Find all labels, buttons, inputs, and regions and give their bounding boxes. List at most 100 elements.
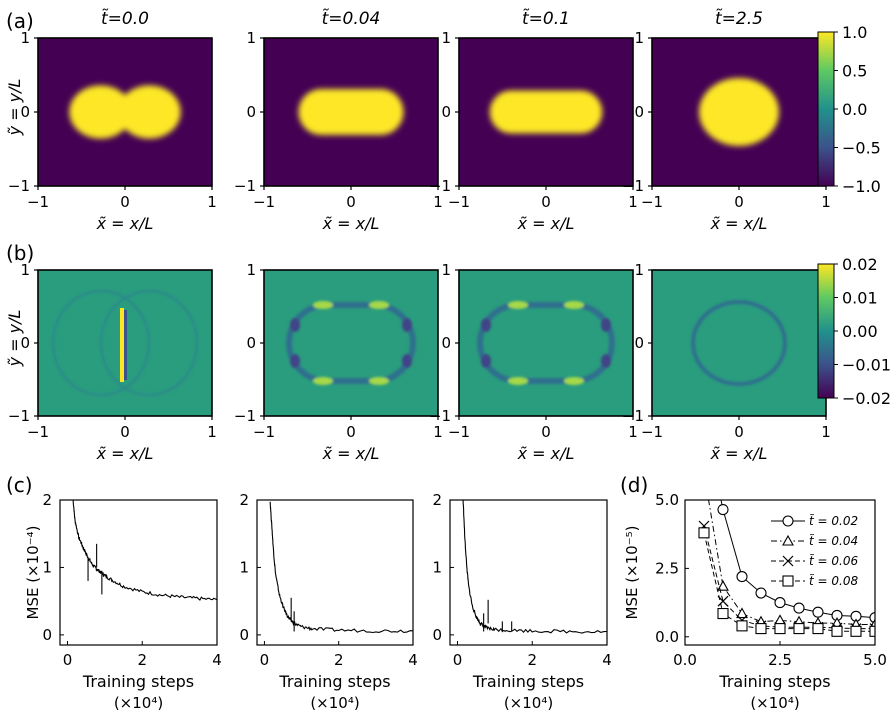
x-axis-label: x̃ = x/L: [710, 444, 768, 463]
colorbar-a: [817, 31, 835, 187]
panel-c: 0 2 4 2 1 0 Training steps (×10⁴) 0 2 4 2 1 0 Training…: [24, 491, 612, 712]
heatmap-field: [298, 89, 404, 135]
y-tick-label: 1: [20, 29, 30, 47]
mse-line: [269, 501, 414, 634]
colorbar-tick-label: −0.01: [842, 356, 891, 375]
x-tick-label: 2: [137, 651, 147, 669]
error-contour: [477, 302, 615, 384]
x-tick-label: 1: [433, 193, 443, 211]
colorbar-tick-label: −1.0: [842, 177, 881, 196]
y-tick-label: 0: [239, 626, 249, 644]
x-axis-unit: (×10⁴): [310, 694, 359, 712]
marker-triangle: [736, 607, 748, 619]
x-tick-label: 2: [334, 651, 344, 669]
legend-label: t̃ = 0.06: [809, 554, 858, 568]
error-ring: [51, 289, 151, 397]
x-tick-label: 0: [734, 423, 744, 441]
colorbar-tick-label: 0.02: [842, 255, 878, 274]
error-hotspot: [369, 301, 389, 309]
phase-capsule: [298, 89, 404, 135]
error-hotspot: [313, 377, 333, 385]
marker-square: [755, 623, 767, 635]
x-tick-label: 1: [628, 193, 638, 211]
x-tick-label: 0: [120, 193, 130, 211]
legend-label: t̃ = 0.08: [809, 574, 858, 588]
series-line: [720, 500, 875, 619]
row-label-c: (c): [6, 473, 33, 497]
marker-square: [850, 625, 862, 637]
x-tick-label: 1: [433, 423, 443, 441]
colorbar-tick-label: 0.01: [842, 289, 878, 308]
colorbar-tick-label: 0.0: [842, 100, 867, 119]
x-axis-label: Training steps: [718, 672, 830, 691]
series-line: [703, 532, 875, 632]
x-tick-label: 1: [821, 423, 831, 441]
x-tick-label: −1: [253, 193, 275, 211]
marker-circle: [782, 515, 794, 527]
error-features: [286, 301, 416, 385]
y-tick-label: 1: [441, 29, 451, 47]
y-tick-label: 0: [20, 103, 30, 121]
y-tick-label: −1: [8, 177, 30, 195]
marker-square: [736, 620, 748, 632]
x-tick-label: 0.0: [673, 651, 697, 669]
marker-circle: [736, 571, 748, 583]
y-tick-label: 0: [246, 334, 256, 352]
x-axis-label: Training steps: [82, 672, 194, 691]
x-tick-label: −1: [448, 193, 470, 211]
panel-a: t̃=0.0 −1 0 1 1 0 −1 x̃ = x/L ỹ = y/L t̃=0.04 −1 0 1…: [5, 8, 881, 233]
error-coldspot: [290, 318, 300, 332]
marker-circle: [717, 504, 729, 516]
error-background: [459, 270, 633, 416]
row-label-d: (d): [620, 473, 648, 497]
x-tick-label: 1: [628, 423, 638, 441]
colorbar-tick-label: 0.00: [842, 322, 878, 341]
marker-x: [782, 555, 794, 567]
y-tick-label: 0: [634, 334, 644, 352]
legend-label: t̃ = 0.04: [809, 534, 858, 548]
x-tick-label: −1: [641, 193, 663, 211]
marker-square: [831, 625, 843, 637]
y-tick-label: 0: [634, 103, 644, 121]
error-coldspot: [402, 354, 412, 368]
x-axis-label: x̃ = x/L: [710, 214, 768, 233]
heatmap-field: [69, 85, 181, 139]
panel-d: 0.0 2.5 5.0 5.0 2.5 0.0 Training steps (×10⁴) MS…: [623, 491, 887, 712]
y-axis-label: ỹ = y/L: [5, 79, 24, 137]
error-ring: [691, 300, 787, 386]
row-label-a: (a): [6, 9, 34, 33]
legend: t̃ = 0.02 t̃ = 0.04 t̃ = 0.06 t̃ = 0.08: [771, 514, 858, 588]
y-tick-label: −1: [8, 407, 30, 425]
marker-triangle: [717, 580, 729, 591]
colorbar-tick-label: −0.02: [842, 389, 891, 408]
x-axis-label: Training steps: [472, 672, 584, 691]
y-tick-label: 0: [20, 334, 30, 352]
marker-circle: [812, 606, 824, 618]
plot-frame: [449, 499, 608, 646]
x-tick-label: 1: [207, 193, 217, 211]
mse-line: [72, 499, 218, 601]
y-axis-label: MSE (×10⁻⁵): [623, 526, 641, 620]
plot-frame: [256, 499, 414, 646]
y-tick-label: −1: [622, 407, 644, 425]
x-tick-label: 1: [821, 193, 831, 211]
row-label-b: (b): [6, 241, 34, 265]
y-tick-label: 0: [441, 334, 451, 352]
colorbar-tick-label: −0.5: [842, 139, 881, 158]
y-tick-label: 1: [42, 558, 52, 576]
marker-square: [698, 527, 710, 539]
heatmap-title: t̃=0.04: [322, 8, 381, 29]
panel-b: −1 0 1 1 0 −1 x̃ = x/L ỹ = y/L −1 0 1 1 0 −1 x̃ = x/L −…: [5, 255, 891, 463]
error-coldspot: [481, 318, 491, 332]
marker-x: [717, 595, 729, 607]
mse-line: [462, 499, 608, 634]
error-hotspot: [508, 301, 528, 309]
heatmap-title: t̃=2.5: [715, 8, 763, 29]
error-hotspot: [313, 301, 333, 309]
series-line: [708, 500, 875, 625]
y-tick-label: 0: [441, 103, 451, 121]
y-tick-label: −1: [429, 177, 451, 195]
x-tick-label: 0: [63, 651, 73, 669]
error-coldspot: [481, 354, 491, 368]
